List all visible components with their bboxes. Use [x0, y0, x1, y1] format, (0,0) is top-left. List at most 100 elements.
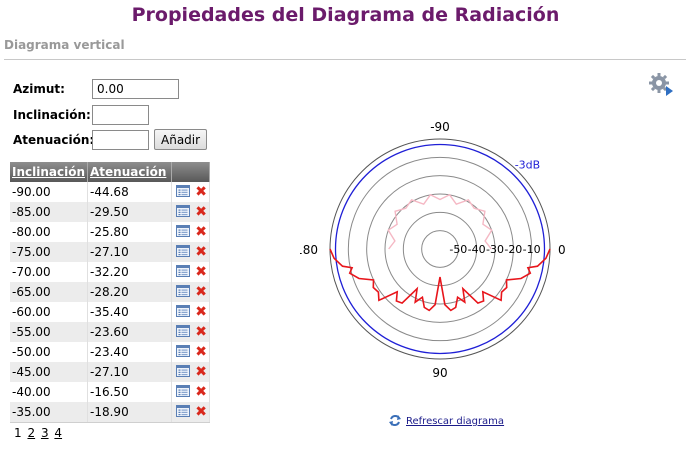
- edit-icon[interactable]: [176, 404, 191, 420]
- pattern-series-1: [387, 193, 493, 250]
- cell-actions: ✖: [171, 262, 210, 282]
- atenuacion-input[interactable]: [92, 130, 149, 150]
- edit-icon[interactable]: [176, 324, 191, 340]
- azimut-label: Azimut:: [13, 82, 65, 96]
- cell-inclinacion: -45.00: [10, 362, 89, 382]
- inclinacion-input[interactable]: [92, 105, 149, 125]
- edit-icon[interactable]: [176, 204, 191, 220]
- edit-icon[interactable]: [176, 384, 191, 400]
- cell-actions: ✖: [171, 362, 210, 382]
- page-link-1[interactable]: 1: [14, 426, 22, 440]
- delete-icon[interactable]: ✖: [195, 344, 207, 360]
- cell-inclinacion: -85.00: [10, 202, 89, 222]
- cell-atenuacion: -28.20: [87, 282, 173, 302]
- edit-icon[interactable]: [176, 344, 191, 360]
- cell-actions: ✖: [171, 342, 210, 362]
- grid-ring: [421, 230, 459, 268]
- cell-inclinacion: -80.00: [10, 222, 89, 242]
- radial-tick-label: -40: [468, 243, 486, 256]
- reference-label: -3dB: [515, 159, 541, 172]
- pattern-table: Inclinación Atenuación -90.00 -44.68 ✖ -85.…: [10, 162, 210, 443]
- pagination: 1 2 3 4: [10, 422, 210, 443]
- page-title: Propiedades del Diagrama de Radiación: [131, 4, 560, 26]
- radial-tick-label: -50: [449, 243, 467, 256]
- edit-icon[interactable]: [176, 364, 191, 380]
- cell-atenuacion: -16.50: [87, 382, 173, 402]
- angle-label-right: 0: [558, 243, 566, 257]
- cell-actions: ✖: [171, 322, 210, 342]
- cell-atenuacion: -44.68: [87, 182, 173, 202]
- cell-actions: ✖: [171, 282, 210, 302]
- refresh-link[interactable]: Refrescar diagrama: [388, 414, 504, 427]
- radial-tick-label: -10: [523, 243, 541, 256]
- header-atenuacion[interactable]: Atenuación: [87, 162, 173, 182]
- delete-icon[interactable]: ✖: [195, 184, 207, 200]
- cell-atenuacion: -25.80: [87, 222, 173, 242]
- divider: [4, 59, 686, 60]
- cell-inclinacion: -75.00: [10, 242, 89, 262]
- table-row: -70.00 -32.20 ✖: [10, 262, 210, 282]
- table-row: -80.00 -25.80 ✖: [10, 222, 210, 242]
- table-row: -85.00 -29.50 ✖: [10, 202, 210, 222]
- cell-actions: ✖: [171, 382, 210, 402]
- gear-icon[interactable]: [648, 72, 674, 101]
- cell-inclinacion: -70.00: [10, 262, 89, 282]
- edit-icon[interactable]: [176, 184, 191, 200]
- cell-atenuacion: -29.50: [87, 202, 173, 222]
- cell-actions: ✖: [171, 242, 210, 262]
- add-button[interactable]: Añadir: [154, 129, 208, 150]
- edit-icon[interactable]: [176, 264, 191, 280]
- radial-tick-label: -30: [486, 243, 504, 256]
- edit-icon[interactable]: [176, 304, 191, 320]
- edit-icon[interactable]: [176, 284, 191, 300]
- table-row: -90.00 -44.68 ✖: [10, 182, 210, 202]
- delete-icon[interactable]: ✖: [195, 364, 207, 380]
- delete-icon[interactable]: ✖: [195, 264, 207, 280]
- cell-actions: ✖: [171, 182, 210, 202]
- grid-ring: [366, 175, 514, 323]
- delete-icon[interactable]: ✖: [195, 244, 207, 260]
- radiation-chart: -50-40-30-20-10 -90 90 180 0 -3dB: [300, 120, 566, 380]
- page-link-2[interactable]: 2: [27, 426, 36, 440]
- edit-icon[interactable]: [176, 244, 191, 260]
- delete-icon[interactable]: ✖: [195, 304, 207, 320]
- grid-ring: [402, 211, 478, 287]
- cell-inclinacion: -60.00: [10, 302, 89, 322]
- cell-inclinacion: -55.00: [10, 322, 89, 342]
- header-inclinacion[interactable]: Inclinación: [10, 162, 89, 182]
- grid-ring: [347, 156, 533, 342]
- angle-label-top: -90: [430, 120, 450, 134]
- delete-icon[interactable]: ✖: [195, 324, 207, 340]
- section-subtitle: Diagrama vertical: [4, 38, 125, 52]
- atenuacion-label: Atenuación:: [13, 133, 95, 147]
- cell-atenuacion: -27.10: [87, 242, 173, 262]
- cell-actions: ✖: [171, 202, 210, 222]
- table-row: -50.00 -23.40 ✖: [10, 342, 210, 362]
- delete-icon[interactable]: ✖: [195, 204, 207, 220]
- delete-icon[interactable]: ✖: [195, 384, 207, 400]
- table-row: -45.00 -27.10 ✖: [10, 362, 210, 382]
- cell-atenuacion: -23.40: [87, 342, 173, 362]
- refresh-label[interactable]: Refrescar diagrama: [406, 415, 505, 427]
- table-row: -75.00 -27.10 ✖: [10, 242, 210, 262]
- delete-icon[interactable]: ✖: [195, 224, 207, 240]
- table-row: -55.00 -23.60 ✖: [10, 322, 210, 342]
- cell-actions: ✖: [171, 302, 210, 322]
- cell-inclinacion: -90.00: [10, 182, 89, 202]
- angle-label-left: 180: [300, 243, 318, 257]
- azimut-input[interactable]: [92, 79, 179, 99]
- edit-icon[interactable]: [176, 224, 191, 240]
- table-row: -60.00 -35.40 ✖: [10, 302, 210, 322]
- cell-inclinacion: -65.00: [10, 282, 89, 302]
- page-link-3[interactable]: 3: [40, 426, 49, 440]
- delete-icon[interactable]: ✖: [195, 404, 207, 420]
- cell-atenuacion: -18.90: [87, 402, 173, 422]
- cell-actions: ✖: [171, 222, 210, 242]
- delete-icon[interactable]: ✖: [195, 284, 207, 300]
- cell-atenuacion: -35.40: [87, 302, 173, 322]
- cell-inclinacion: -40.00: [10, 382, 89, 402]
- cell-inclinacion: -35.00: [10, 402, 89, 422]
- table-row: -35.00 -18.90 ✖: [10, 402, 210, 422]
- pattern-series-0: [329, 248, 551, 312]
- page-link-4[interactable]: 4: [54, 426, 63, 440]
